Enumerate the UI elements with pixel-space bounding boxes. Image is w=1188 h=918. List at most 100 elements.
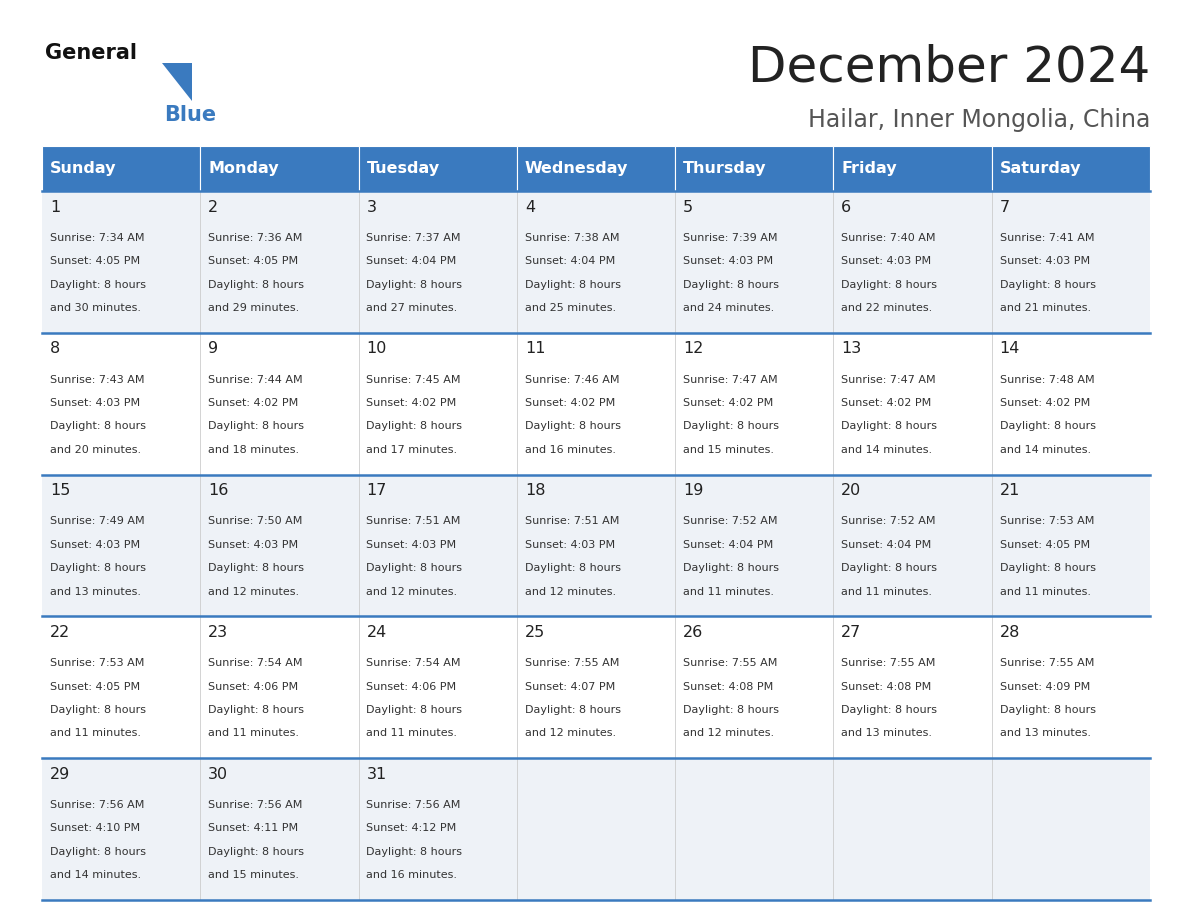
FancyBboxPatch shape	[834, 616, 992, 758]
Text: General: General	[45, 43, 137, 63]
Text: Daylight: 8 hours: Daylight: 8 hours	[841, 705, 937, 715]
Text: 24: 24	[366, 625, 387, 640]
Text: Sunset: 4:05 PM: Sunset: 4:05 PM	[999, 540, 1089, 550]
Text: Sunset: 4:04 PM: Sunset: 4:04 PM	[525, 256, 615, 266]
Text: Sunrise: 7:52 AM: Sunrise: 7:52 AM	[683, 517, 778, 526]
Text: 21: 21	[999, 483, 1020, 498]
Text: December 2024: December 2024	[747, 43, 1150, 91]
Text: 12: 12	[683, 341, 703, 356]
Text: Daylight: 8 hours: Daylight: 8 hours	[841, 564, 937, 573]
Text: and 27 minutes.: and 27 minutes.	[366, 303, 457, 313]
FancyBboxPatch shape	[675, 191, 834, 333]
FancyBboxPatch shape	[42, 758, 201, 900]
Text: and 11 minutes.: and 11 minutes.	[50, 728, 141, 738]
Text: Sunrise: 7:51 AM: Sunrise: 7:51 AM	[525, 517, 619, 526]
Text: Daylight: 8 hours: Daylight: 8 hours	[999, 421, 1095, 431]
Text: Saturday: Saturday	[999, 161, 1081, 176]
Text: Sunrise: 7:37 AM: Sunrise: 7:37 AM	[366, 233, 461, 243]
FancyBboxPatch shape	[517, 616, 675, 758]
Text: and 29 minutes.: and 29 minutes.	[208, 303, 299, 313]
FancyBboxPatch shape	[517, 146, 675, 191]
Text: Daylight: 8 hours: Daylight: 8 hours	[525, 705, 621, 715]
Text: Sunrise: 7:34 AM: Sunrise: 7:34 AM	[50, 233, 145, 243]
Text: and 13 minutes.: and 13 minutes.	[50, 587, 141, 597]
Text: 10: 10	[366, 341, 387, 356]
FancyBboxPatch shape	[201, 333, 359, 475]
Text: Sunrise: 7:47 AM: Sunrise: 7:47 AM	[841, 375, 936, 385]
Text: Sunrise: 7:44 AM: Sunrise: 7:44 AM	[208, 375, 303, 385]
Text: Sunset: 4:07 PM: Sunset: 4:07 PM	[525, 682, 615, 691]
Text: and 12 minutes.: and 12 minutes.	[366, 587, 457, 597]
Text: 1: 1	[50, 199, 61, 215]
Text: Sunrise: 7:53 AM: Sunrise: 7:53 AM	[999, 517, 1094, 526]
Text: Daylight: 8 hours: Daylight: 8 hours	[683, 421, 779, 431]
Text: Sunrise: 7:36 AM: Sunrise: 7:36 AM	[208, 233, 303, 243]
FancyBboxPatch shape	[42, 333, 201, 475]
Text: Daylight: 8 hours: Daylight: 8 hours	[525, 564, 621, 573]
FancyBboxPatch shape	[42, 475, 201, 616]
FancyBboxPatch shape	[992, 333, 1150, 475]
Text: Sunrise: 7:41 AM: Sunrise: 7:41 AM	[999, 233, 1094, 243]
Text: Sunset: 4:02 PM: Sunset: 4:02 PM	[366, 398, 456, 408]
Text: Monday: Monday	[208, 161, 279, 176]
Text: Sunrise: 7:55 AM: Sunrise: 7:55 AM	[841, 658, 936, 668]
FancyBboxPatch shape	[834, 191, 992, 333]
Text: Sunrise: 7:39 AM: Sunrise: 7:39 AM	[683, 233, 778, 243]
FancyBboxPatch shape	[834, 333, 992, 475]
FancyBboxPatch shape	[992, 616, 1150, 758]
Text: Daylight: 8 hours: Daylight: 8 hours	[999, 705, 1095, 715]
FancyBboxPatch shape	[201, 616, 359, 758]
FancyBboxPatch shape	[201, 146, 359, 191]
Text: Sunset: 4:04 PM: Sunset: 4:04 PM	[683, 540, 773, 550]
Text: 29: 29	[50, 767, 70, 782]
FancyBboxPatch shape	[42, 616, 201, 758]
Text: Daylight: 8 hours: Daylight: 8 hours	[841, 280, 937, 289]
Text: Sunrise: 7:54 AM: Sunrise: 7:54 AM	[366, 658, 461, 668]
Text: Sunset: 4:08 PM: Sunset: 4:08 PM	[841, 682, 931, 691]
Text: 3: 3	[366, 199, 377, 215]
FancyBboxPatch shape	[42, 191, 201, 333]
Text: 4: 4	[525, 199, 535, 215]
Text: Sunset: 4:02 PM: Sunset: 4:02 PM	[999, 398, 1089, 408]
Text: Sunrise: 7:48 AM: Sunrise: 7:48 AM	[999, 375, 1094, 385]
FancyBboxPatch shape	[675, 146, 834, 191]
Text: Daylight: 8 hours: Daylight: 8 hours	[999, 280, 1095, 289]
Text: Hailar, Inner Mongolia, China: Hailar, Inner Mongolia, China	[808, 108, 1150, 132]
Text: Sunset: 4:03 PM: Sunset: 4:03 PM	[50, 540, 140, 550]
Text: Daylight: 8 hours: Daylight: 8 hours	[50, 564, 146, 573]
FancyBboxPatch shape	[517, 475, 675, 616]
Text: Sunset: 4:03 PM: Sunset: 4:03 PM	[999, 256, 1089, 266]
Text: Sunset: 4:02 PM: Sunset: 4:02 PM	[841, 398, 931, 408]
Text: and 12 minutes.: and 12 minutes.	[683, 728, 775, 738]
Text: Sunrise: 7:45 AM: Sunrise: 7:45 AM	[366, 375, 461, 385]
FancyBboxPatch shape	[359, 758, 517, 900]
Text: Sunset: 4:03 PM: Sunset: 4:03 PM	[208, 540, 298, 550]
Polygon shape	[162, 63, 192, 101]
Text: Sunrise: 7:52 AM: Sunrise: 7:52 AM	[841, 517, 936, 526]
Text: Sunset: 4:12 PM: Sunset: 4:12 PM	[366, 823, 456, 834]
Text: and 11 minutes.: and 11 minutes.	[366, 728, 457, 738]
Text: Sunset: 4:02 PM: Sunset: 4:02 PM	[208, 398, 298, 408]
Text: 11: 11	[525, 341, 545, 356]
Text: and 22 minutes.: and 22 minutes.	[841, 303, 933, 313]
Text: 2: 2	[208, 199, 219, 215]
Text: Sunset: 4:11 PM: Sunset: 4:11 PM	[208, 823, 298, 834]
Text: Sunrise: 7:40 AM: Sunrise: 7:40 AM	[841, 233, 936, 243]
Text: and 15 minutes.: and 15 minutes.	[208, 870, 299, 880]
Text: Daylight: 8 hours: Daylight: 8 hours	[50, 421, 146, 431]
Text: 22: 22	[50, 625, 70, 640]
Text: Sunrise: 7:38 AM: Sunrise: 7:38 AM	[525, 233, 619, 243]
Text: 14: 14	[999, 341, 1020, 356]
Text: 9: 9	[208, 341, 219, 356]
Text: Sunrise: 7:55 AM: Sunrise: 7:55 AM	[999, 658, 1094, 668]
Text: 26: 26	[683, 625, 703, 640]
Text: Daylight: 8 hours: Daylight: 8 hours	[50, 705, 146, 715]
Text: Sunset: 4:04 PM: Sunset: 4:04 PM	[841, 540, 931, 550]
Text: 15: 15	[50, 483, 70, 498]
FancyBboxPatch shape	[834, 758, 992, 900]
Text: Daylight: 8 hours: Daylight: 8 hours	[366, 280, 462, 289]
Text: Friday: Friday	[841, 161, 897, 176]
Text: Sunset: 4:03 PM: Sunset: 4:03 PM	[841, 256, 931, 266]
Text: Sunrise: 7:51 AM: Sunrise: 7:51 AM	[366, 517, 461, 526]
Text: Daylight: 8 hours: Daylight: 8 hours	[208, 705, 304, 715]
